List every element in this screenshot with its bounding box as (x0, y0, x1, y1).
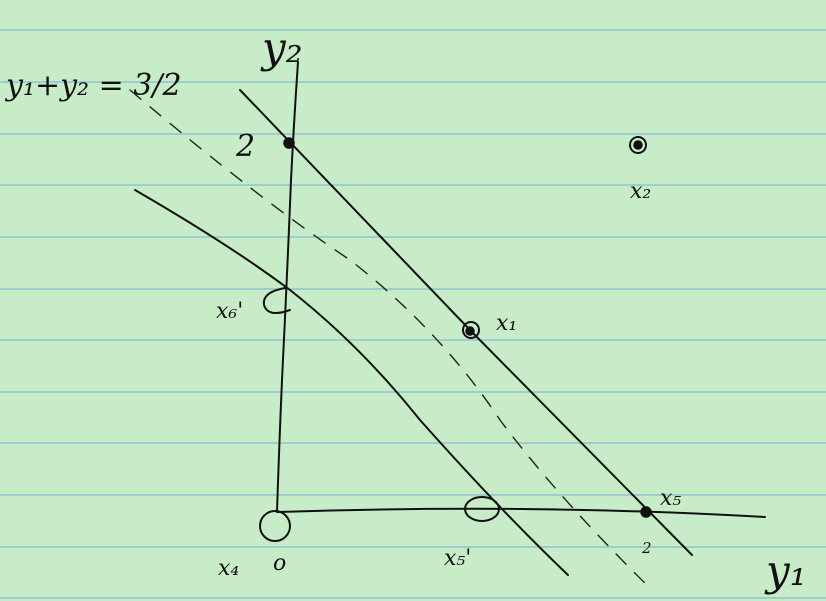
point-x1: x₁ (462, 311, 517, 339)
svg-text:y₂: y₂ (260, 23, 303, 72)
dashed-line-y1-plus-y2 (129, 89, 653, 591)
ruled-lines (0, 29, 826, 599)
svg-text:x₄: x₄ (218, 556, 239, 581)
svg-text:o: o (273, 551, 286, 576)
constraint-line-lower (134, 189, 569, 576)
point-y2-intercept (283, 137, 295, 149)
point-x4: x₄ o (218, 510, 291, 581)
point-x5: x₅ (640, 486, 681, 518)
constraint-line-upper (239, 89, 693, 556)
svg-text:x₆': x₆' (216, 299, 243, 324)
svg-text:x₂: x₂ (630, 179, 651, 204)
point-x6-prime: x₆' (216, 287, 291, 324)
point-x2: x₂ (629, 136, 651, 204)
y1-tick-label: 2 (641, 539, 652, 557)
svg-text:x₅: x₅ (660, 486, 681, 511)
equation-label: y₁+y₂ = 3/2 (4, 68, 182, 103)
svg-text:x₁: x₁ (496, 311, 517, 336)
y2-tick-label: 2 (235, 129, 255, 164)
y2-axis-label: y₂ (260, 23, 303, 72)
y1-axis-label: y₁ (764, 546, 807, 595)
svg-text:y₁+y₂ = 3/2: y₁+y₂ = 3/2 (4, 68, 182, 103)
point-x5-prime: x₅' (444, 496, 500, 571)
svg-text:x₅': x₅' (444, 546, 471, 571)
svg-text:y₁: y₁ (764, 546, 807, 595)
y1-axis (277, 507, 766, 518)
